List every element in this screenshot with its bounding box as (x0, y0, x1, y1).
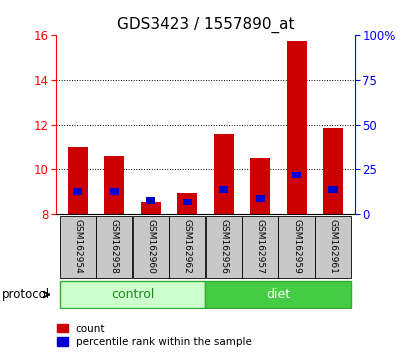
Text: protocol: protocol (2, 288, 50, 301)
Text: GSM162962: GSM162962 (183, 219, 192, 274)
Bar (68, 147, 88, 214)
Text: GSM162961: GSM162961 (328, 219, 337, 274)
Text: GSM162954: GSM162954 (73, 219, 83, 274)
FancyBboxPatch shape (96, 216, 132, 278)
FancyBboxPatch shape (169, 216, 205, 278)
Text: GSM162956: GSM162956 (219, 219, 228, 274)
Bar (328, 186, 337, 193)
Text: control: control (111, 288, 154, 301)
Bar (73, 188, 83, 195)
Bar (183, 199, 192, 205)
Legend: count, percentile rank within the sample: count, percentile rank within the sample (57, 324, 252, 347)
Text: GSM162958: GSM162958 (110, 219, 119, 274)
Text: GSM162957: GSM162957 (256, 219, 265, 274)
Bar (146, 198, 155, 204)
Bar (104, 156, 124, 214)
FancyBboxPatch shape (205, 281, 351, 308)
FancyBboxPatch shape (315, 216, 351, 278)
FancyBboxPatch shape (278, 216, 315, 278)
Bar (177, 193, 197, 214)
Bar (250, 158, 270, 214)
Bar (214, 134, 234, 214)
Text: GSM162959: GSM162959 (292, 219, 301, 274)
Bar (110, 188, 119, 195)
Bar (141, 202, 161, 214)
Title: GDS3423 / 1557890_at: GDS3423 / 1557890_at (117, 16, 294, 33)
FancyBboxPatch shape (242, 216, 278, 278)
Bar (219, 186, 228, 193)
FancyBboxPatch shape (133, 216, 169, 278)
Text: diet: diet (266, 288, 290, 301)
FancyBboxPatch shape (60, 216, 96, 278)
Bar (292, 172, 301, 178)
Bar (256, 195, 265, 202)
FancyBboxPatch shape (60, 281, 205, 308)
Bar (286, 41, 307, 214)
FancyBboxPatch shape (205, 216, 242, 278)
Bar (323, 128, 343, 214)
Text: GSM162960: GSM162960 (146, 219, 155, 274)
